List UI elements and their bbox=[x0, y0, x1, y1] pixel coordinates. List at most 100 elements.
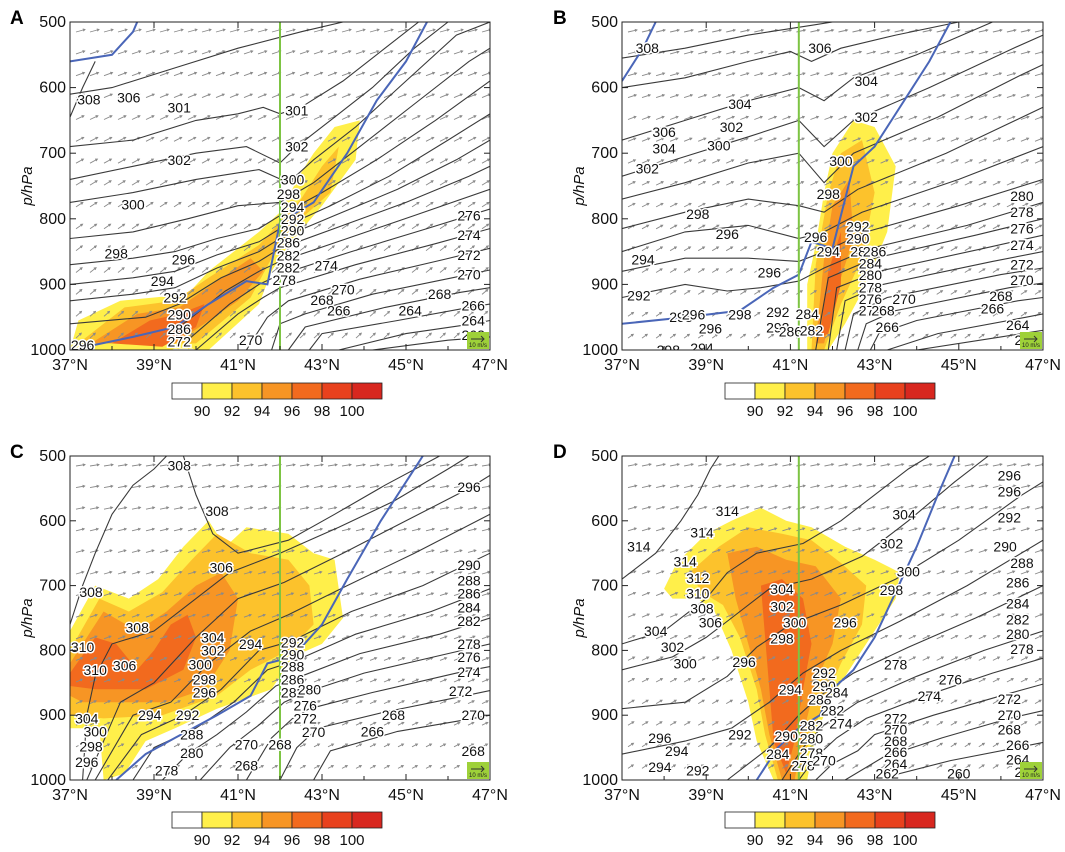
wind-arrow bbox=[145, 678, 154, 683]
wind-arrow bbox=[698, 570, 707, 575]
x-tick-label: 45°N bbox=[941, 357, 977, 374]
theta-contours bbox=[622, 22, 1043, 350]
y-tick-label: 900 bbox=[39, 276, 66, 293]
contour-label: 300 bbox=[84, 723, 108, 739]
wind-arrow bbox=[655, 181, 665, 186]
wind-arrow bbox=[669, 94, 680, 99]
wind-arrow bbox=[782, 224, 790, 230]
x-tick-label: 47°N bbox=[1025, 787, 1061, 804]
wind-arrow bbox=[285, 71, 296, 77]
wind-arrow bbox=[936, 137, 946, 142]
wind-arrow bbox=[754, 50, 764, 55]
wind-arrow bbox=[810, 333, 817, 339]
wind-arrow bbox=[453, 136, 463, 142]
wind-arrow bbox=[103, 678, 112, 683]
wind-arrow bbox=[992, 224, 1001, 230]
wind-arrow bbox=[950, 634, 959, 640]
wind-arrow bbox=[467, 50, 478, 55]
wind-arrow bbox=[838, 50, 849, 55]
wind-arrow bbox=[201, 180, 210, 186]
wind-arrow bbox=[229, 657, 238, 661]
contour-label: 304 bbox=[892, 506, 916, 522]
contour-label: 306 bbox=[210, 559, 234, 575]
wind-arrow bbox=[698, 159, 707, 164]
wind-arrow bbox=[880, 333, 887, 339]
contour-label: 262 bbox=[407, 347, 431, 363]
wind-arrow bbox=[173, 93, 184, 99]
wind-arrow bbox=[698, 28, 709, 33]
wind-arrow bbox=[669, 268, 678, 273]
wind-arrow bbox=[669, 72, 680, 77]
contour-label: 274 bbox=[1010, 237, 1034, 253]
wind-arrow bbox=[627, 656, 636, 661]
wind-arrow bbox=[768, 333, 775, 339]
wind-arrow bbox=[117, 50, 128, 55]
contour-label: 288 bbox=[180, 727, 204, 743]
wind-arrow bbox=[1006, 246, 1014, 252]
wind-arrow bbox=[215, 657, 224, 661]
contour-label: 280 bbox=[1010, 188, 1034, 204]
wind-arrow bbox=[627, 333, 635, 339]
wind-arrow bbox=[299, 765, 307, 769]
wind-arrow bbox=[439, 93, 450, 99]
wind-arrow bbox=[229, 549, 239, 553]
contour-label: 296 bbox=[804, 229, 828, 245]
wind-arrow bbox=[467, 71, 478, 77]
wind-arrow bbox=[1006, 181, 1015, 186]
wind-arrow bbox=[257, 765, 265, 769]
wind-arrow bbox=[145, 136, 155, 142]
wind-arrow bbox=[1034, 246, 1043, 252]
colorbar-cell bbox=[231, 811, 263, 829]
y-axis-label: p/hPa bbox=[571, 166, 588, 206]
contour-label: 306 bbox=[117, 89, 141, 105]
wind-arrow bbox=[453, 93, 464, 99]
wind-arrow bbox=[641, 333, 649, 339]
wind-arrow bbox=[740, 72, 750, 77]
wind-arrow bbox=[117, 527, 128, 532]
x-tick-label: 43°N bbox=[857, 357, 893, 374]
wind-arrow bbox=[655, 72, 666, 77]
wind-arrow bbox=[824, 72, 834, 77]
wind-arrow bbox=[159, 332, 166, 339]
wind-arrow bbox=[655, 591, 665, 597]
wind-arrow bbox=[187, 158, 197, 164]
wind-arrow bbox=[243, 50, 254, 55]
contour-label: 286 bbox=[168, 321, 192, 337]
wind-arrow bbox=[754, 764, 761, 769]
wind-arrow bbox=[201, 678, 210, 683]
contour-label: 274 bbox=[315, 257, 339, 273]
wind-arrow bbox=[697, 764, 705, 769]
wind-arrow bbox=[796, 613, 805, 618]
wind-arrow bbox=[712, 484, 722, 489]
contour-label: 274 bbox=[457, 227, 481, 243]
colorbar: 90 92 94 96 98 100 bbox=[724, 811, 936, 849]
wind-arrow bbox=[894, 28, 905, 33]
wind-arrow bbox=[341, 527, 352, 532]
contour-300 bbox=[622, 64, 1043, 200]
wind-arrow bbox=[669, 764, 677, 769]
wind-arrow bbox=[439, 288, 447, 295]
wind-arrow bbox=[453, 700, 461, 705]
wind-arrow bbox=[740, 613, 749, 618]
contour-label: 292 bbox=[281, 211, 305, 227]
wind-arrow bbox=[1020, 224, 1029, 230]
y-tick-label: 700 bbox=[591, 578, 618, 595]
contour-label: 274 bbox=[829, 716, 853, 732]
wind-arrow bbox=[964, 224, 973, 230]
wind-arrow bbox=[824, 202, 833, 208]
contour-label: 306 bbox=[652, 124, 676, 140]
wind-arrow bbox=[992, 137, 1002, 142]
contour-label: 298 bbox=[770, 631, 794, 647]
wind-arrow bbox=[810, 484, 821, 489]
wind-arrow bbox=[383, 678, 392, 683]
wind-arrow bbox=[782, 484, 792, 489]
wind-arrow bbox=[425, 721, 433, 726]
wind-arrow bbox=[327, 613, 336, 618]
wind-arrow bbox=[75, 158, 85, 164]
wind-arrow bbox=[215, 506, 226, 510]
contour-label: 278 bbox=[172, 347, 196, 363]
wind-arrow bbox=[75, 332, 82, 339]
wind-arrow bbox=[103, 223, 112, 230]
wind-arrow bbox=[796, 94, 806, 99]
